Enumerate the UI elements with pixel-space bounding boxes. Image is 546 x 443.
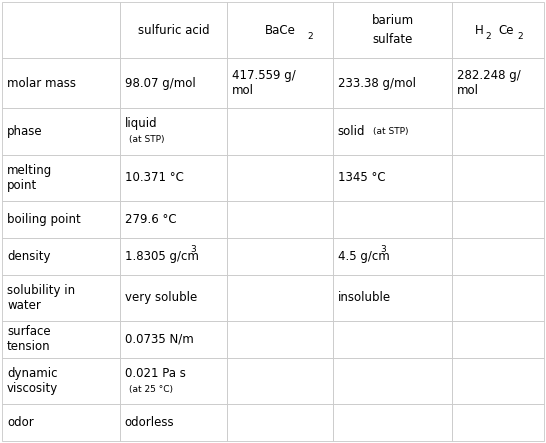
Text: 3: 3	[380, 245, 385, 254]
Text: 2: 2	[307, 32, 313, 41]
Bar	[227, 58, 333, 109]
Text: 4.5 g/cm: 4.5 g/cm	[338, 250, 389, 263]
Text: insoluble: insoluble	[338, 291, 391, 304]
Text: 1345 °C: 1345 °C	[338, 171, 385, 184]
Text: 0.0735 N/m: 0.0735 N/m	[124, 333, 193, 346]
Text: 279.6 °C: 279.6 °C	[124, 213, 176, 226]
Bar	[452, 109, 544, 155]
Bar	[452, 404, 544, 441]
Bar	[333, 275, 452, 321]
Text: mol: mol	[458, 84, 479, 97]
Bar	[2, 321, 120, 358]
Bar	[333, 201, 452, 238]
Bar	[120, 155, 227, 201]
Bar	[452, 58, 544, 109]
Text: phase: phase	[7, 125, 43, 138]
Bar	[2, 358, 120, 404]
Bar	[452, 155, 544, 201]
Text: (at STP): (at STP)	[129, 135, 164, 144]
Bar	[2, 275, 120, 321]
Bar	[227, 109, 333, 155]
Bar	[120, 404, 227, 441]
Text: 2: 2	[517, 32, 523, 41]
Text: sulfate: sulfate	[372, 33, 413, 46]
Text: 282.248 g/: 282.248 g/	[458, 69, 521, 82]
Text: 3: 3	[191, 245, 197, 254]
Bar	[227, 321, 333, 358]
Bar	[333, 238, 452, 275]
Bar	[2, 201, 120, 238]
Text: sulfuric acid: sulfuric acid	[138, 23, 209, 36]
Bar	[120, 358, 227, 404]
Text: barium: barium	[371, 14, 414, 27]
Bar	[120, 109, 227, 155]
Bar	[2, 2, 120, 58]
Text: melting
point: melting point	[7, 164, 52, 192]
Bar	[333, 109, 452, 155]
Bar	[120, 58, 227, 109]
Bar	[227, 238, 333, 275]
Bar	[452, 321, 544, 358]
Bar	[120, 321, 227, 358]
Bar	[227, 404, 333, 441]
Text: solid: solid	[338, 125, 365, 138]
Text: mol: mol	[232, 84, 254, 97]
Text: 98.07 g/mol: 98.07 g/mol	[124, 77, 195, 90]
Text: dynamic
viscosity: dynamic viscosity	[7, 367, 58, 395]
Text: surface
tension: surface tension	[7, 326, 51, 354]
Bar	[333, 358, 452, 404]
Bar	[2, 238, 120, 275]
Text: boiling point: boiling point	[7, 213, 81, 226]
Text: 2: 2	[485, 32, 491, 41]
Bar	[452, 358, 544, 404]
Bar	[227, 275, 333, 321]
Bar	[120, 275, 227, 321]
Bar	[333, 2, 452, 58]
Text: liquid: liquid	[124, 117, 157, 130]
Text: 1.8305 g/cm: 1.8305 g/cm	[124, 250, 198, 263]
Bar	[120, 238, 227, 275]
Text: 417.559 g/: 417.559 g/	[232, 69, 296, 82]
Bar	[227, 201, 333, 238]
Text: very soluble: very soluble	[124, 291, 197, 304]
Text: 10.371 °C: 10.371 °C	[124, 171, 183, 184]
Text: odorless: odorless	[124, 416, 174, 429]
Bar	[452, 275, 544, 321]
Bar	[333, 155, 452, 201]
Bar	[227, 2, 333, 58]
Text: Ce: Ce	[498, 23, 514, 36]
Text: BaCe: BaCe	[264, 23, 295, 36]
Text: 0.021 Pa s: 0.021 Pa s	[124, 366, 186, 380]
Bar	[333, 404, 452, 441]
Bar	[452, 2, 544, 58]
Bar	[2, 109, 120, 155]
Text: 233.38 g/mol: 233.38 g/mol	[338, 77, 416, 90]
Bar	[2, 404, 120, 441]
Text: (at STP): (at STP)	[373, 127, 409, 136]
Bar	[2, 58, 120, 109]
Text: molar mass: molar mass	[7, 77, 76, 90]
Text: solubility in
water: solubility in water	[7, 284, 75, 312]
Bar	[2, 155, 120, 201]
Text: density: density	[7, 250, 50, 263]
Bar	[227, 358, 333, 404]
Bar	[227, 155, 333, 201]
Bar	[333, 58, 452, 109]
Bar	[120, 2, 227, 58]
Text: (at 25 °C): (at 25 °C)	[129, 385, 173, 393]
Bar	[452, 238, 544, 275]
Text: odor: odor	[7, 416, 34, 429]
Bar	[452, 201, 544, 238]
Bar	[333, 321, 452, 358]
Text: H: H	[475, 23, 484, 36]
Bar	[120, 201, 227, 238]
